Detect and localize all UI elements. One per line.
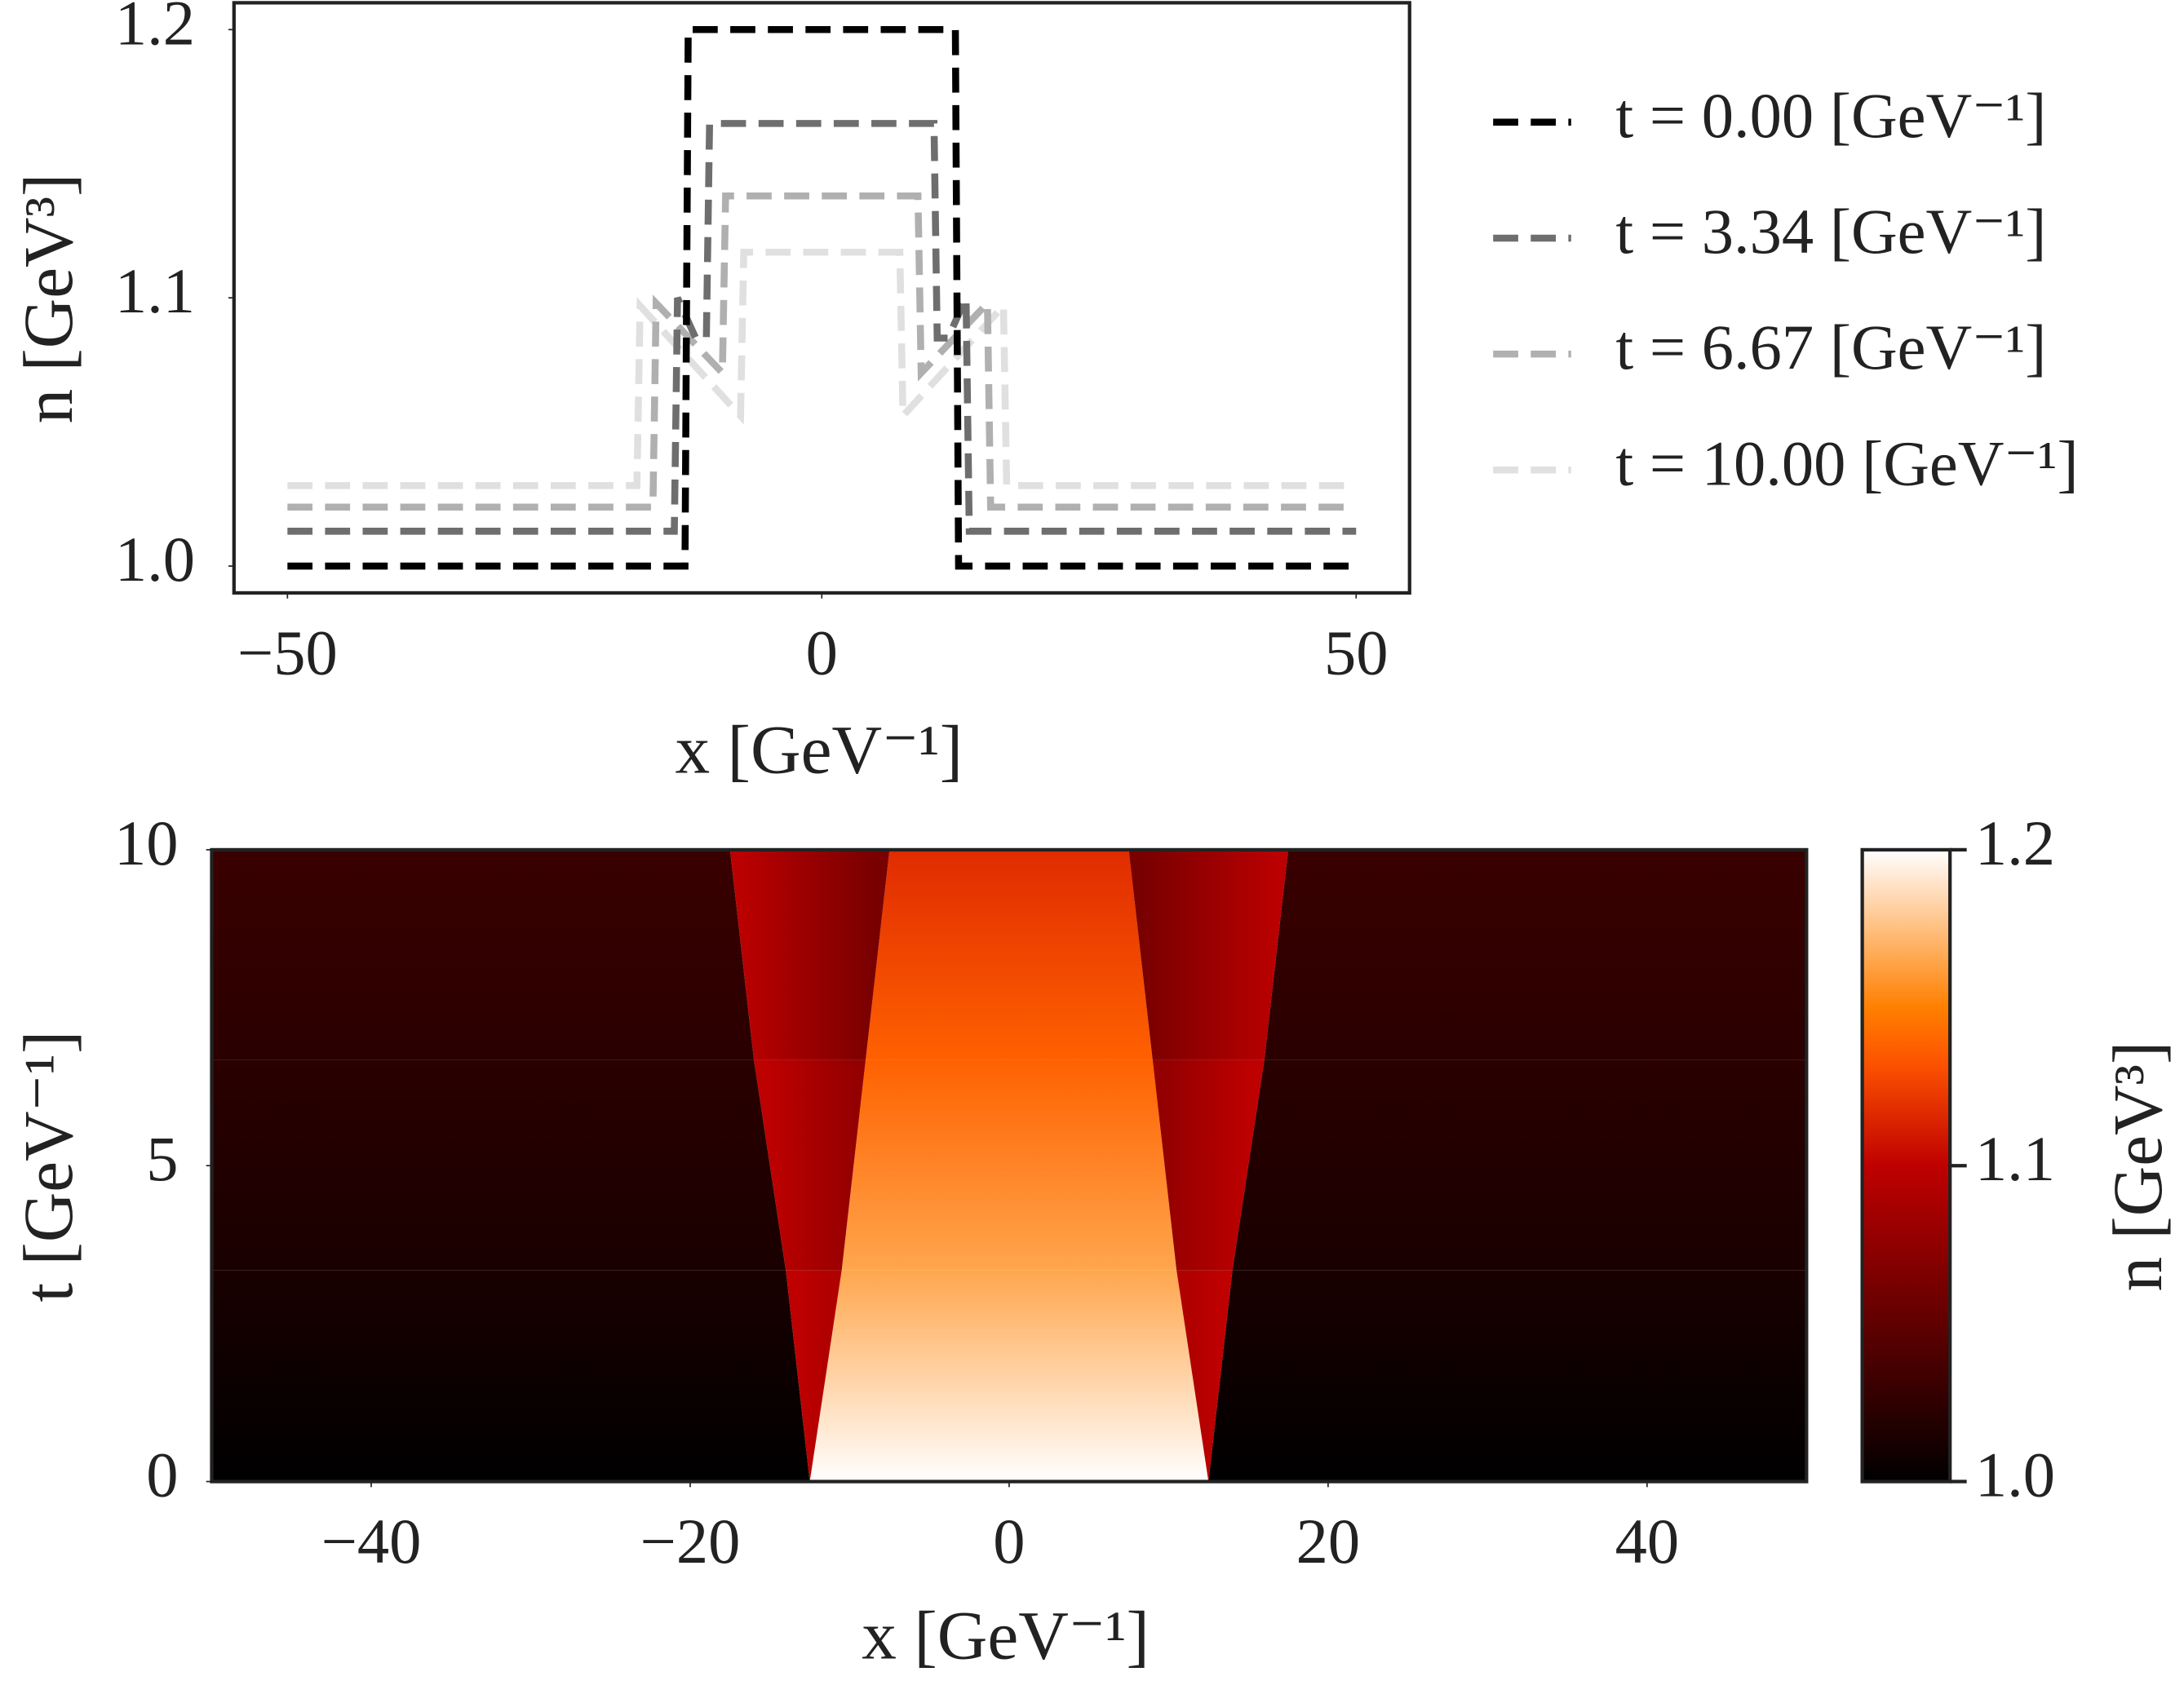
heatmap-cell xyxy=(211,849,755,1060)
y-tick-label: 1.0 xyxy=(115,524,195,595)
legend-label: t = 3.34 [GeV⁻¹] xyxy=(1615,196,2046,267)
x-tick-label: −40 xyxy=(321,1506,422,1577)
x-tick-label: 50 xyxy=(1324,617,1389,688)
colorbar-tick-label: 1.2 xyxy=(1975,807,2055,878)
heatmap-cell xyxy=(809,1270,1209,1482)
series-line xyxy=(287,120,1357,535)
colorbar-label: n [GeV³] xyxy=(2100,1042,2177,1292)
heatmap xyxy=(211,849,1807,1482)
colorbar-tick-label: 1.0 xyxy=(1975,1440,2055,1510)
series-line xyxy=(287,249,1357,489)
legend-label: t = 6.67 [GeV⁻¹] xyxy=(1615,312,2046,383)
heatmap-cell xyxy=(865,849,1153,1060)
heatmap-cell xyxy=(211,1059,786,1271)
heatmap-cell xyxy=(1264,849,1807,1060)
y-axis-label: n [GeV³] xyxy=(11,174,87,424)
heatmap-cell xyxy=(1176,1270,1233,1482)
heatmap-cell xyxy=(1208,1270,1807,1482)
y-tick-label: 1.1 xyxy=(115,255,195,326)
x-tick-label: 20 xyxy=(1296,1506,1361,1577)
x-tick-label: −50 xyxy=(237,617,338,688)
plot-frame xyxy=(232,1,1411,595)
y-tick-label: 0 xyxy=(146,1440,178,1510)
x-tick-label: 0 xyxy=(993,1506,1025,1577)
legend-label: t = 0.00 [GeV⁻¹] xyxy=(1615,80,2046,151)
y-tick-label: 1.2 xyxy=(115,0,195,58)
x-tick-label: 40 xyxy=(1615,1506,1680,1577)
heatmap-cell xyxy=(786,1270,842,1482)
heatmap-cell xyxy=(754,1059,866,1271)
legend-label: t = 10.00 [GeV⁻¹] xyxy=(1615,427,2078,498)
heatmap-cell xyxy=(841,1059,1177,1271)
series-line xyxy=(287,26,1357,570)
heatmap-cell xyxy=(729,849,890,1060)
heatmap-cell xyxy=(1152,1059,1265,1271)
x-axis-label: x [GeV⁻¹] xyxy=(676,711,964,788)
y-tick-label: 5 xyxy=(146,1123,178,1194)
colorbar-tick-label: 1.1 xyxy=(1975,1123,2055,1194)
x-tick-label: 0 xyxy=(806,617,838,688)
x-axis-label: x [GeV⁻¹] xyxy=(862,1598,1150,1674)
heatmap-cell xyxy=(1128,849,1289,1060)
heatmap-cell xyxy=(211,1270,810,1482)
colorbar xyxy=(1860,847,1952,1484)
y-axis-label: t [GeV⁻¹] xyxy=(11,1031,87,1303)
series-line xyxy=(287,192,1357,511)
y-tick-label: 10 xyxy=(114,807,179,878)
heatmap-cell xyxy=(1232,1059,1807,1271)
x-tick-label: −20 xyxy=(640,1506,741,1577)
